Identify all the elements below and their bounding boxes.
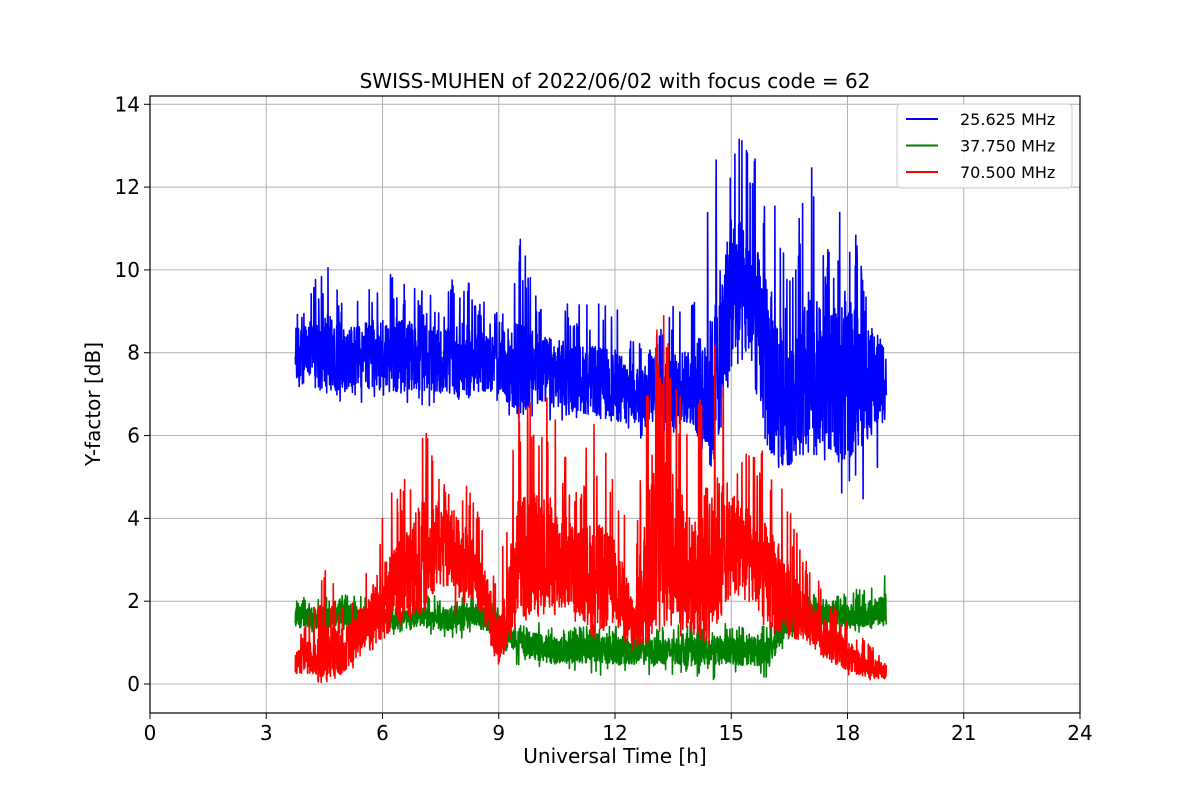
x-axis-label: Universal Time [h] — [523, 744, 706, 768]
legend-label: 25.625 MHz — [960, 110, 1055, 129]
chart-legend: 25.625 MHz 37.750 MHz 70.500 MHz — [896, 103, 1073, 189]
x-tick-label: 24 — [1067, 721, 1092, 745]
y-tick-label: 12 — [115, 175, 140, 199]
y-tick-label: 2 — [127, 589, 140, 613]
series-line — [294, 314, 888, 684]
x-tick-label: 15 — [719, 721, 744, 745]
y-tick-label: 14 — [115, 92, 140, 116]
series-layer — [294, 138, 888, 684]
y-tick-label: 10 — [115, 258, 140, 282]
y-tick-label: 8 — [127, 341, 140, 365]
x-tick-label: 9 — [492, 721, 505, 745]
series-line — [294, 138, 888, 500]
legend-label: 37.750 MHz — [960, 137, 1055, 156]
x-tick-label: 21 — [951, 721, 976, 745]
chart-title: SWISS-MUHEN of 2022/06/02 with focus cod… — [360, 69, 871, 93]
x-tick-label: 6 — [376, 721, 389, 745]
x-tick-label: 18 — [835, 721, 860, 745]
x-tick-label: 3 — [260, 721, 273, 745]
legend-label: 70.500 MHz — [960, 163, 1055, 182]
legend-box — [896, 103, 1073, 189]
x-tick-label: 0 — [144, 721, 157, 745]
x-tick-label: 12 — [602, 721, 627, 745]
y-tick-label: 6 — [127, 424, 140, 448]
y-tick-label: 0 — [127, 672, 140, 696]
y-axis-label: Y-factor [dB] — [81, 342, 105, 467]
y-tick-label: 4 — [127, 506, 140, 530]
